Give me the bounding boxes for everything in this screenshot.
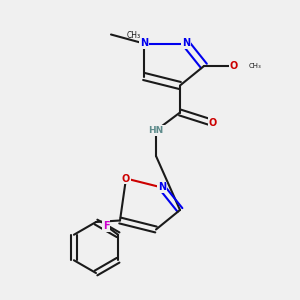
Text: N: N: [140, 38, 148, 49]
Text: HN: HN: [148, 126, 164, 135]
Text: N: N: [158, 182, 166, 193]
Text: O: O: [122, 173, 130, 184]
Text: O: O: [209, 118, 217, 128]
Text: O: O: [230, 61, 238, 71]
Text: F: F: [103, 221, 110, 231]
Text: N: N: [182, 38, 190, 49]
Text: CH₃: CH₃: [126, 32, 141, 40]
Text: CH₃: CH₃: [249, 63, 262, 69]
